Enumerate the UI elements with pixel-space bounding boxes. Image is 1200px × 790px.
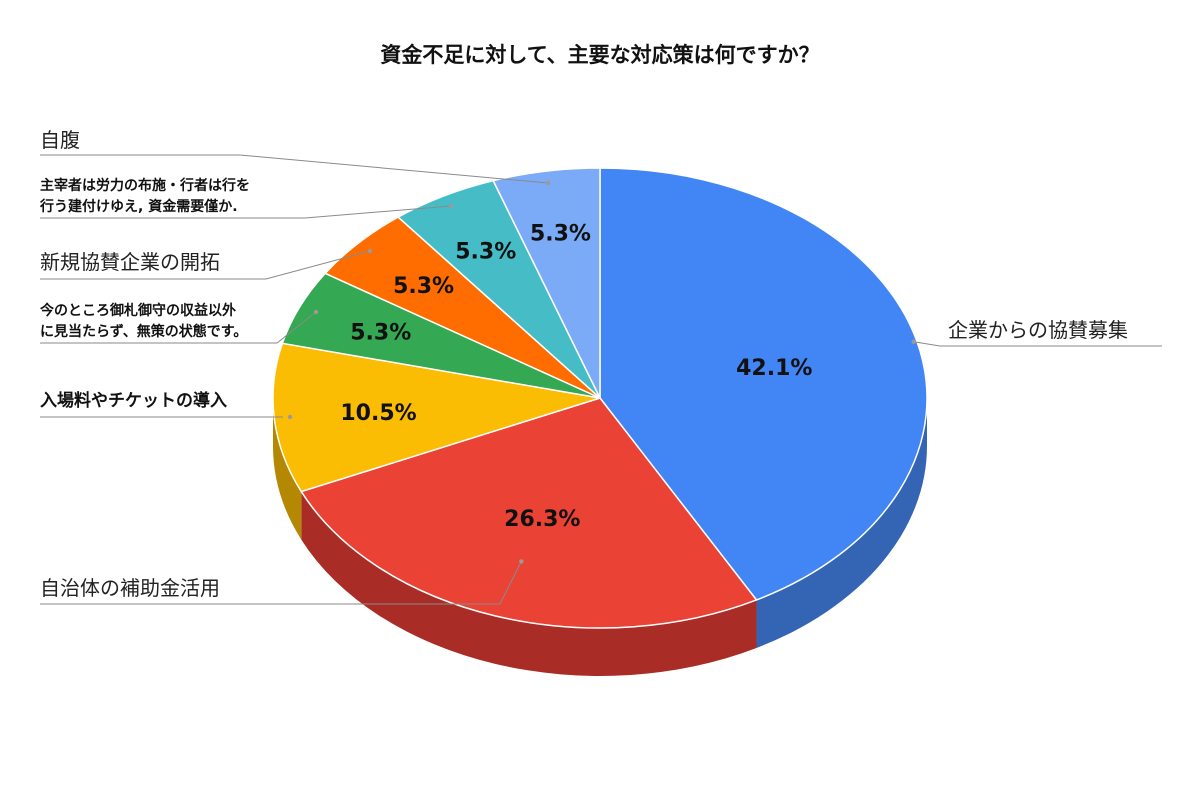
slice-4-category-label: 新規協賛企業の開拓 [40, 250, 220, 274]
slice-6-leader-dot [545, 180, 551, 186]
pie-sides [273, 398, 927, 676]
slice-5-category-label-line-2: 行う建付けゆえ, 資金需要僅か. [39, 198, 238, 215]
slice-6-value-label: 5.3% [530, 221, 591, 246]
slice-1-side [301, 491, 757, 676]
slice-4-value-label: 5.3% [393, 274, 454, 299]
pie-value-labels: 42.1%26.3%10.5%5.3%5.3%5.3%5.3% [340, 221, 812, 531]
slice-3-category-label-line-2: に見当たらず、無策の状態です。 [40, 323, 247, 340]
slice-0-side [756, 398, 927, 648]
slice-5-category-label-line-1: 主宰者は労力の布施・行者は行を [40, 177, 250, 194]
slice-1-wedge [300, 397, 758, 629]
slice-0-leader-dot [911, 339, 916, 344]
slice-2-leader-dot [287, 414, 293, 420]
slice-3-leader-dot [313, 309, 319, 315]
slice-0-value-label: 42.1% [736, 356, 812, 381]
chart-title: 資金不足に対して、主要な対応策は何ですか？ [380, 43, 819, 67]
slice-5-value-label: 5.3% [455, 240, 516, 265]
slice-0-wedge [599, 167, 928, 601]
slice-5-leader-dot [448, 203, 454, 209]
leader-lines [40, 154, 1162, 605]
slice-3-leader-line [40, 311, 317, 344]
pie-tops [272, 167, 928, 629]
slice-6-leader-line [40, 154, 549, 184]
slice-0-category-label: 企業からの協賛募集 [948, 318, 1128, 342]
slice-0-leader-line [913, 341, 1162, 347]
slice-1-category-label: 自治体の補助金活用 [40, 576, 220, 600]
slice-3-value-label: 5.3% [350, 321, 411, 346]
slice-2-category-label: 入場料やチケットの導入 [40, 390, 227, 411]
slice-6-wedge [492, 167, 601, 399]
slice-1-leader-dot [519, 559, 524, 564]
slice-5-leader-line [40, 205, 452, 219]
slice-1-leader-line [40, 561, 522, 605]
slice-6-category-label: 自腹 [40, 128, 80, 152]
slice-1-value-label: 26.3% [504, 507, 580, 532]
slice-4-leader-line [40, 250, 371, 280]
slice-3-category-label-line-1: 今のところ御札御守の収益以外 [39, 302, 236, 319]
slice-2-side [273, 398, 302, 540]
slice-2-value-label: 10.5% [340, 401, 416, 426]
slice-2-wedge [272, 342, 601, 493]
slice-4-leader-dot [367, 248, 373, 254]
